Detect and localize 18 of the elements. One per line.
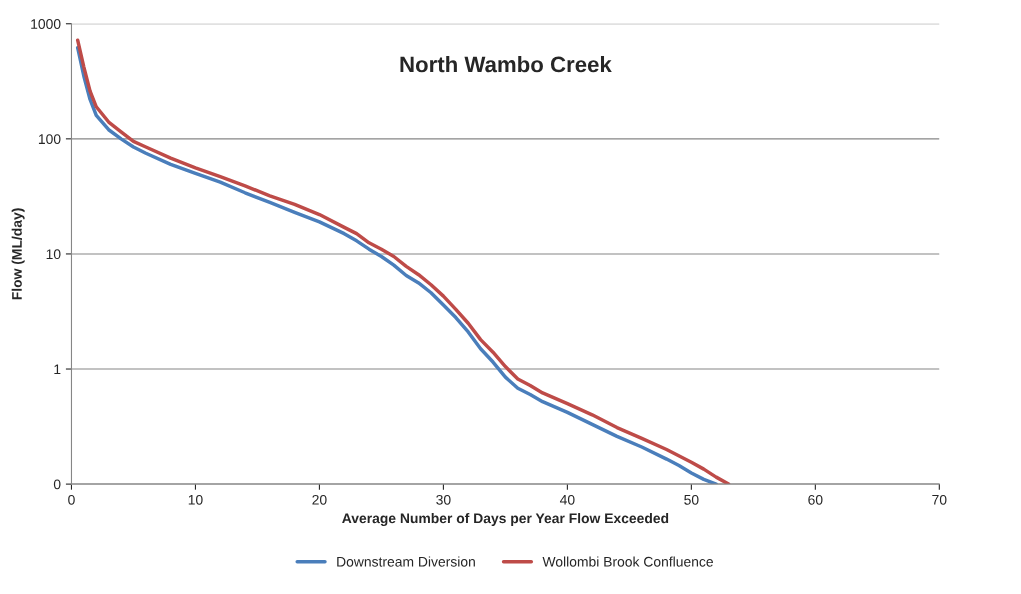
legend-label: Downstream Diversion <box>337 556 475 567</box>
x-tick-label: 40 <box>559 494 575 505</box>
text: North Wambo Creek <box>400 55 612 73</box>
x-axis-title: Average Number of Days per Year Flow Exceeded <box>342 513 669 527</box>
x-tick-label: 60 <box>808 494 823 505</box>
x-tick-label: 0 <box>68 494 75 505</box>
y-tick-label: 1 <box>54 364 61 375</box>
x-tick-label: 30 <box>436 494 451 505</box>
x-tick-label: 10 <box>188 494 203 505</box>
x-tick-label: 20 <box>312 494 327 505</box>
y-tick-label: 1000 <box>31 19 61 29</box>
y-tick-label: 0 <box>53 479 61 490</box>
legend-label: Wollombi Brook Confluence <box>542 556 713 567</box>
y-tick-label: 10 <box>46 249 61 260</box>
x-tick-label: 70 <box>932 494 947 505</box>
y-tick-label: 100 <box>38 134 61 145</box>
y-axis-title: Flow (ML/day) <box>11 208 25 300</box>
x-tick-label: 50 <box>684 494 699 505</box>
